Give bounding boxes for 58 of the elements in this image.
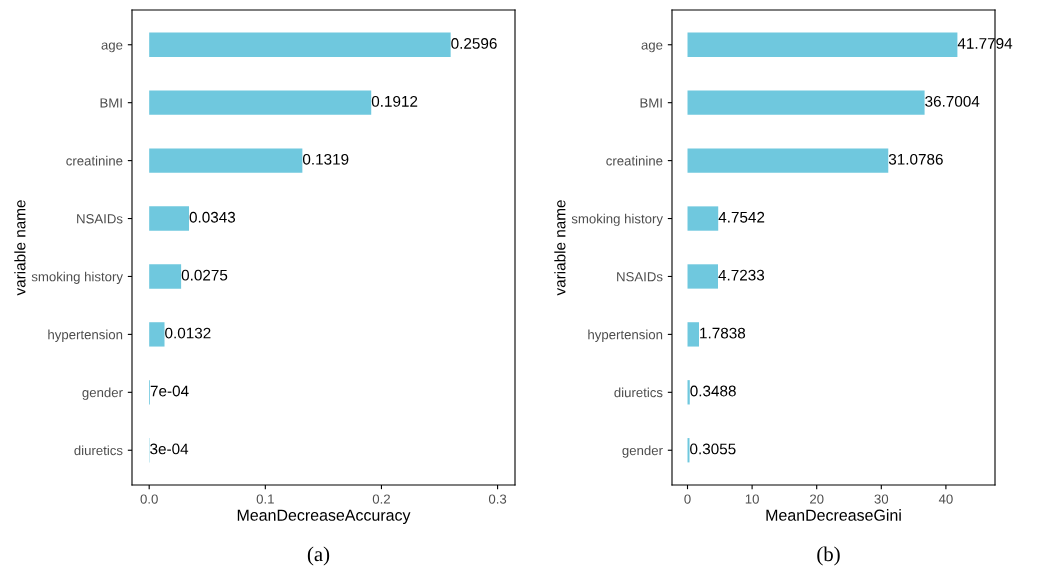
text: (b) <box>817 546 840 566</box>
bar <box>687 148 889 173</box>
x-axis-title: MeanDecreaseAccuracy <box>237 509 411 524</box>
bar <box>149 148 303 173</box>
bar <box>149 32 451 57</box>
y-tick-label: diuretics <box>74 445 123 456</box>
x-tick-label: 0.0 <box>140 494 158 504</box>
y-axis-title: variable name <box>14 200 26 296</box>
bar <box>149 264 182 289</box>
data-label: 0.2596 <box>451 38 497 49</box>
y-tick-label: hypertension <box>588 329 663 342</box>
bar <box>687 264 719 289</box>
data-label: 0.3488 <box>690 385 736 397</box>
bar <box>687 206 719 231</box>
data-label: 0.1319 <box>302 153 349 165</box>
x-tick-label: 10 <box>745 494 759 504</box>
x-tick-label: 30 <box>874 494 889 504</box>
y-tick-label: BMI <box>640 98 662 108</box>
y-tick-label: diuretics <box>614 387 663 398</box>
data-label: 31.0786 <box>888 153 943 165</box>
data-label: 0.0132 <box>165 327 211 339</box>
bar <box>149 322 165 347</box>
data-label: 0.3055 <box>690 443 736 455</box>
data-label: 4.7233 <box>718 269 765 281</box>
data-label: 3e-04 <box>150 443 189 455</box>
y-tick-label: creatinine <box>66 155 123 166</box>
bar <box>149 206 190 231</box>
y-tick-label: age <box>101 42 123 53</box>
data-label: 1.7838 <box>700 327 746 339</box>
bar <box>687 32 958 57</box>
text: (a) <box>307 546 330 566</box>
y-tick-label: age <box>641 42 663 53</box>
y-tick-label: hypertension <box>48 329 123 342</box>
data-label: 4.7542 <box>718 211 765 223</box>
data-label: 36.7004 <box>925 95 980 107</box>
x-tick-label: 0.2 <box>372 494 390 504</box>
data-label: 7e-04 <box>150 385 189 397</box>
bar <box>149 90 372 115</box>
y-tick-label: gender <box>82 387 123 400</box>
bar <box>687 322 700 347</box>
y-tick-label: gender <box>622 445 663 458</box>
bar <box>687 90 925 115</box>
y-tick-label: NSAIDs <box>617 272 663 282</box>
y-tick-label: smoking history <box>31 271 123 284</box>
x-tick-label: 0.3 <box>488 494 507 504</box>
y-tick-label: creatinine <box>606 155 663 166</box>
x-tick-label: 0.1 <box>256 494 274 504</box>
y-tick-label: BMI <box>100 98 122 108</box>
y-tick-label: smoking history <box>571 213 663 227</box>
data-label: 0.0343 <box>189 211 236 223</box>
x-axis-title: MeanDecreaseGini <box>766 509 901 521</box>
x-tick-label: 0 <box>684 494 691 504</box>
x-tick-label: 40 <box>938 494 953 504</box>
x-tick-label: 20 <box>810 494 824 504</box>
data-label: 0.0275 <box>181 269 228 281</box>
y-tick-label: NSAIDs <box>77 214 123 224</box>
y-axis-title: variable name <box>554 200 566 296</box>
data-label: 0.1912 <box>371 95 418 107</box>
